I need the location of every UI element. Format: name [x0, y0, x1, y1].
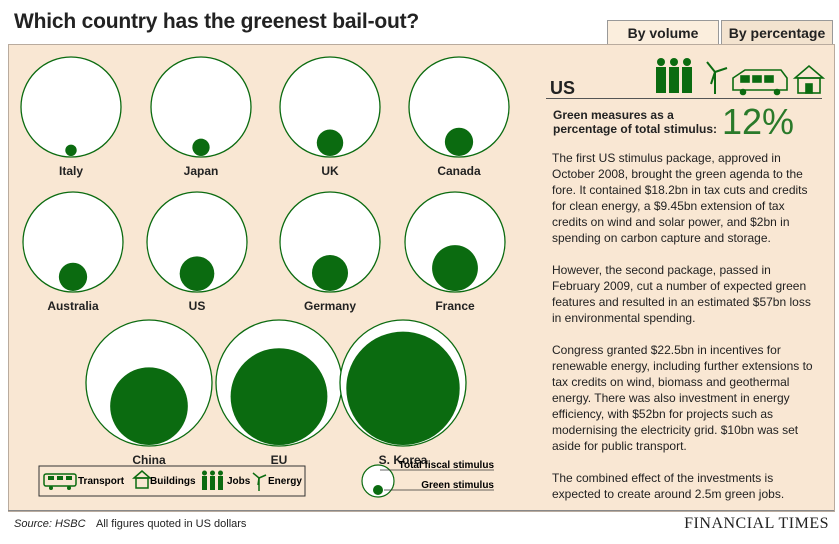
- footer-source: Source: HSBC: [14, 518, 86, 530]
- description-paragraph: However, the second package, passed in F…: [552, 263, 811, 325]
- country-label[interactable]: S. Korea: [379, 453, 428, 467]
- country-label[interactable]: Australia: [47, 299, 99, 313]
- country-label[interactable]: Japan: [184, 164, 219, 178]
- icon-key-box: [38, 465, 306, 497]
- total-stimulus-circle[interactable]: [404, 191, 506, 293]
- total-stimulus-circle[interactable]: [279, 191, 381, 293]
- country-label[interactable]: China: [132, 453, 166, 467]
- transport-icon: [732, 69, 788, 96]
- country-label[interactable]: France: [435, 299, 475, 313]
- footer-note: All figures quoted in US dollars: [96, 518, 247, 530]
- country-label[interactable]: EU: [271, 453, 288, 467]
- view-tabs: By volume By percentage: [605, 20, 833, 45]
- measure-label: Green measures as a percentage of total …: [553, 108, 718, 136]
- country-label[interactable]: US: [189, 299, 206, 313]
- measure-value: 12%: [722, 101, 795, 142]
- green-stimulus-circle[interactable]: [192, 138, 210, 156]
- legend-total-circle: [361, 464, 395, 498]
- key-label-jobs: Jobs: [227, 476, 251, 487]
- green-stimulus-circle[interactable]: [110, 367, 188, 445]
- legend-green-label: Green stimulus: [421, 480, 494, 491]
- country-label[interactable]: Italy: [59, 164, 83, 178]
- bubble-chart: Italy Japan UK Canada Australia US Germany Fran…: [20, 56, 510, 498]
- tab-by-percentage[interactable]: By percentage: [721, 20, 833, 45]
- green-stimulus-circle[interactable]: [444, 127, 474, 156]
- description-paragraph: The combined effect of the investments i…: [552, 471, 785, 501]
- footer-brand: FINANCIAL TIMES: [684, 515, 829, 532]
- energy-icon: [252, 472, 267, 491]
- green-stimulus-circle[interactable]: [179, 256, 215, 291]
- tab-by-volume[interactable]: By volume: [607, 20, 719, 45]
- description-paragraph: The first US stimulus package, approved …: [552, 151, 808, 245]
- footer-divider: [8, 510, 834, 511]
- page-title: Which country has the greenest bail-out?: [14, 10, 420, 33]
- country-label[interactable]: Canada: [437, 164, 481, 178]
- transport-icon: [43, 473, 77, 490]
- size-legend: Total fiscal stimulus Green stimulus: [361, 460, 495, 498]
- green-stimulus-circle[interactable]: [346, 331, 460, 445]
- jobs-icon: [202, 470, 223, 490]
- total-stimulus-circle[interactable]: [150, 56, 252, 158]
- legend-green-circle: [373, 485, 383, 495]
- green-stimulus-circle[interactable]: [316, 129, 344, 156]
- country-description: The first US stimulus package, approved …: [552, 150, 814, 518]
- total-stimulus-circle[interactable]: [408, 56, 510, 158]
- key-label-buildings: Buildings: [150, 476, 196, 487]
- legend-total-label: Total fiscal stimulus: [399, 460, 495, 471]
- country-icons: [656, 58, 826, 96]
- green-stimulus-circle[interactable]: [311, 254, 349, 291]
- total-stimulus-circle[interactable]: [279, 56, 381, 158]
- buildings-icon: [792, 64, 826, 94]
- jobs-icon: [656, 58, 692, 93]
- country-label[interactable]: UK: [321, 164, 339, 178]
- total-stimulus-circle[interactable]: [20, 56, 122, 158]
- green-stimulus-circle[interactable]: [65, 144, 77, 156]
- total-stimulus-circle[interactable]: [22, 191, 124, 293]
- country-label[interactable]: Germany: [304, 299, 356, 313]
- total-stimulus-circle[interactable]: [146, 191, 248, 293]
- energy-icon: [706, 61, 728, 94]
- country-underline: [546, 98, 822, 99]
- description-paragraph: Congress granted $22.5bn in incentives f…: [552, 343, 813, 453]
- selected-country: US: [550, 78, 576, 98]
- icon-key: Transport Buildings Jobs Energy: [38, 465, 306, 497]
- green-stimulus-circle[interactable]: [230, 348, 328, 446]
- green-stimulus-circle[interactable]: [432, 245, 478, 291]
- key-label-transport: Transport: [78, 476, 125, 487]
- green-stimulus-circle[interactable]: [58, 262, 88, 291]
- buildings-icon: [132, 470, 152, 489]
- key-label-energy: Energy: [268, 476, 302, 487]
